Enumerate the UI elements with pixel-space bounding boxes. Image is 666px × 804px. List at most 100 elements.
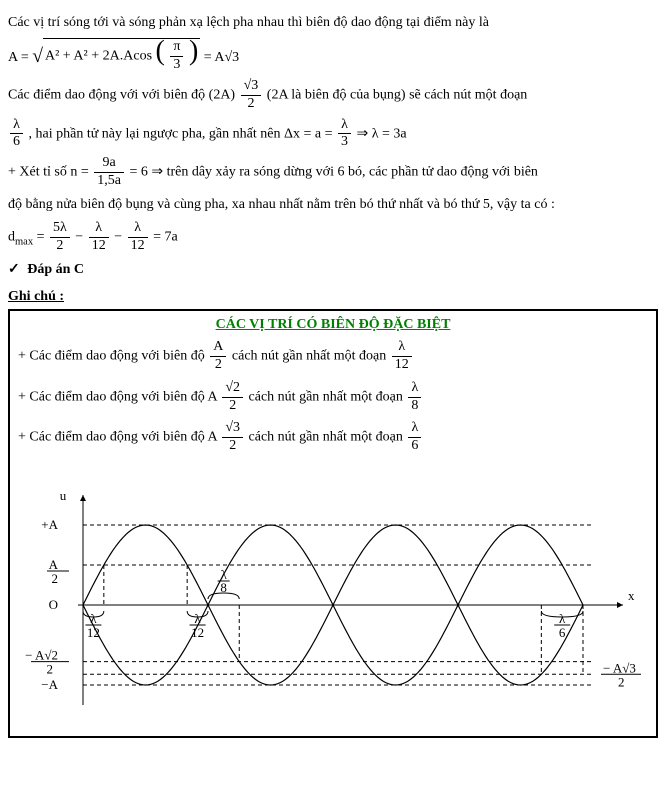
svg-text:12: 12 (191, 625, 204, 640)
text-a: , hai phần tử này lại ngược pha, gần nhấ… (29, 126, 333, 141)
answer-line: ✓ Đáp án C (8, 259, 658, 281)
den: 3 (170, 57, 183, 74)
note-header: Ghi chú : (8, 289, 658, 305)
text-a: + Các điểm dao động với biên độ A (18, 389, 217, 404)
rhs: = 7a (153, 230, 178, 245)
paragraph-1: Các vị trí sóng tới và sóng phản xạ lệch… (8, 12, 658, 34)
den: 2 (210, 357, 226, 374)
svg-text:6: 6 (559, 625, 566, 640)
frac: λ 6 (408, 420, 421, 455)
frac-l3: λ 3 (338, 117, 351, 152)
den: 3 (338, 134, 351, 151)
lhs: A = (8, 51, 29, 66)
den: 12 (128, 238, 148, 255)
eq: = (37, 230, 45, 245)
rhs: = A√3 (204, 51, 239, 66)
frac-9a: 9a 1,5a (94, 155, 124, 190)
text-a: + Các điểm dao động với biên độ A (18, 430, 217, 445)
paragraph-3: λ 6 , hai phần tử này lại ngược pha, gần… (8, 117, 658, 152)
frac-l12b: λ 12 (128, 220, 148, 255)
formula-dmax: dmax = 5λ 2 − λ 12 − λ 12 = 7a (8, 220, 658, 255)
frac-l12a: λ 12 (89, 220, 109, 255)
frac: λ 12 (392, 339, 412, 374)
svg-text:A: A (49, 557, 59, 572)
svg-text:O: O (49, 597, 58, 612)
num: λ (338, 117, 351, 135)
box-title: CÁC VỊ TRÍ CÓ BIÊN ĐỘ ĐẶC BIỆT (18, 317, 648, 333)
svg-text:2: 2 (52, 571, 59, 586)
den: 2 (241, 96, 262, 113)
num: A (210, 339, 226, 357)
num: λ (392, 339, 412, 357)
den: 2 (50, 238, 70, 255)
text-a: + Các điểm dao động với biên độ (18, 349, 205, 364)
num: π (170, 39, 183, 57)
svg-text:− A√3: − A√3 (603, 660, 636, 675)
answer-text: Đáp án C (27, 262, 84, 277)
svg-text:8: 8 (220, 580, 227, 595)
svg-text:λ: λ (559, 611, 566, 626)
svg-text:2: 2 (618, 674, 625, 689)
svg-text:λ: λ (194, 611, 201, 626)
paragraph-2: Các điểm dao động với với biên độ (2A) √… (8, 78, 658, 113)
svg-text:−A: −A (41, 677, 58, 692)
box-line-2: + Các điểm dao động với biên độ A √2 2 c… (18, 380, 648, 415)
text-b: cách nút gần nhất một đoạn (249, 430, 403, 445)
den: 12 (89, 238, 109, 255)
frac-pi3: π 3 (170, 39, 183, 74)
den: 12 (392, 357, 412, 374)
check-icon: ✓ (8, 262, 20, 277)
sub-max: max (15, 236, 33, 247)
num: λ (89, 220, 109, 238)
num: 5λ (50, 220, 70, 238)
svg-text:− A√2: − A√2 (25, 647, 58, 662)
d: d (8, 230, 15, 245)
frac-r3-2: √3 2 (241, 78, 262, 113)
sqrt: √ A² + A² + 2A.Acos ( π 3 ) (32, 38, 200, 74)
num: λ (408, 380, 421, 398)
sqrt-sign: √ (32, 41, 43, 72)
svg-text:x: x (628, 588, 635, 603)
paragraph-5: độ bằng nửa biên độ bụng và cùng pha, xa… (8, 194, 658, 216)
text-b: = 6 ⇒ trên dây xảy ra sóng dừng với 6 bó… (129, 165, 537, 180)
den: 2 (222, 438, 243, 455)
special-box: CÁC VỊ TRÍ CÓ BIÊN ĐỘ ĐẶC BIỆT + Các điể… (8, 309, 658, 738)
minus: − (114, 230, 125, 245)
text-a: Các điểm dao động với với biên độ (2A) (8, 88, 235, 103)
text-a: + Xét tỉ số n = (8, 165, 89, 180)
num: λ (408, 420, 421, 438)
sqrt-text: A² + A² + 2A.Acos (45, 49, 152, 64)
text-b: (2A là biên độ của bụng) sẽ cách nút một… (267, 88, 527, 103)
minus: − (75, 230, 86, 245)
paren-l: ( (156, 36, 165, 67)
svg-text:2: 2 (47, 661, 54, 676)
den: 1,5a (94, 173, 124, 190)
frac-5l2: 5λ 2 (50, 220, 70, 255)
text: độ bằng nửa biên độ bụng và cùng pha, xa… (8, 197, 555, 212)
standing-wave-graph: u+AA2O− A√22−A− A√32xλ12λ12λ8λ6 (23, 465, 643, 725)
graph-container: u+AA2O− A√22−A− A√32xλ12λ12λ8λ6 (18, 465, 648, 730)
num: √2 (222, 380, 243, 398)
den: 2 (222, 398, 243, 415)
svg-text:12: 12 (87, 625, 100, 640)
num: √3 (241, 78, 262, 96)
text-b: cách nút gần nhất một đoạn (232, 349, 386, 364)
svg-text:λ: λ (90, 611, 97, 626)
text-b: ⇒ λ = 3a (356, 126, 406, 141)
num: 9a (94, 155, 124, 173)
svg-text:u: u (60, 488, 67, 503)
sqrt-body: A² + A² + 2A.Acos ( π 3 ) (43, 38, 200, 74)
den: 6 (10, 134, 23, 151)
frac: √2 2 (222, 380, 243, 415)
num: λ (128, 220, 148, 238)
paragraph-4: + Xét tỉ số n = 9a 1,5a = 6 ⇒ trên dây x… (8, 155, 658, 190)
den: 6 (408, 438, 421, 455)
svg-text:+A: +A (41, 517, 58, 532)
box-line-1: + Các điểm dao động với biên độ A 2 cách… (18, 339, 648, 374)
text: Các vị trí sóng tới và sóng phản xạ lệch… (8, 15, 489, 30)
frac-l6: λ 6 (10, 117, 23, 152)
box-line-3: + Các điểm dao động với biên độ A √3 2 c… (18, 420, 648, 455)
text-b: cách nút gần nhất một đoạn (249, 389, 403, 404)
den: 8 (408, 398, 421, 415)
num: √3 (222, 420, 243, 438)
